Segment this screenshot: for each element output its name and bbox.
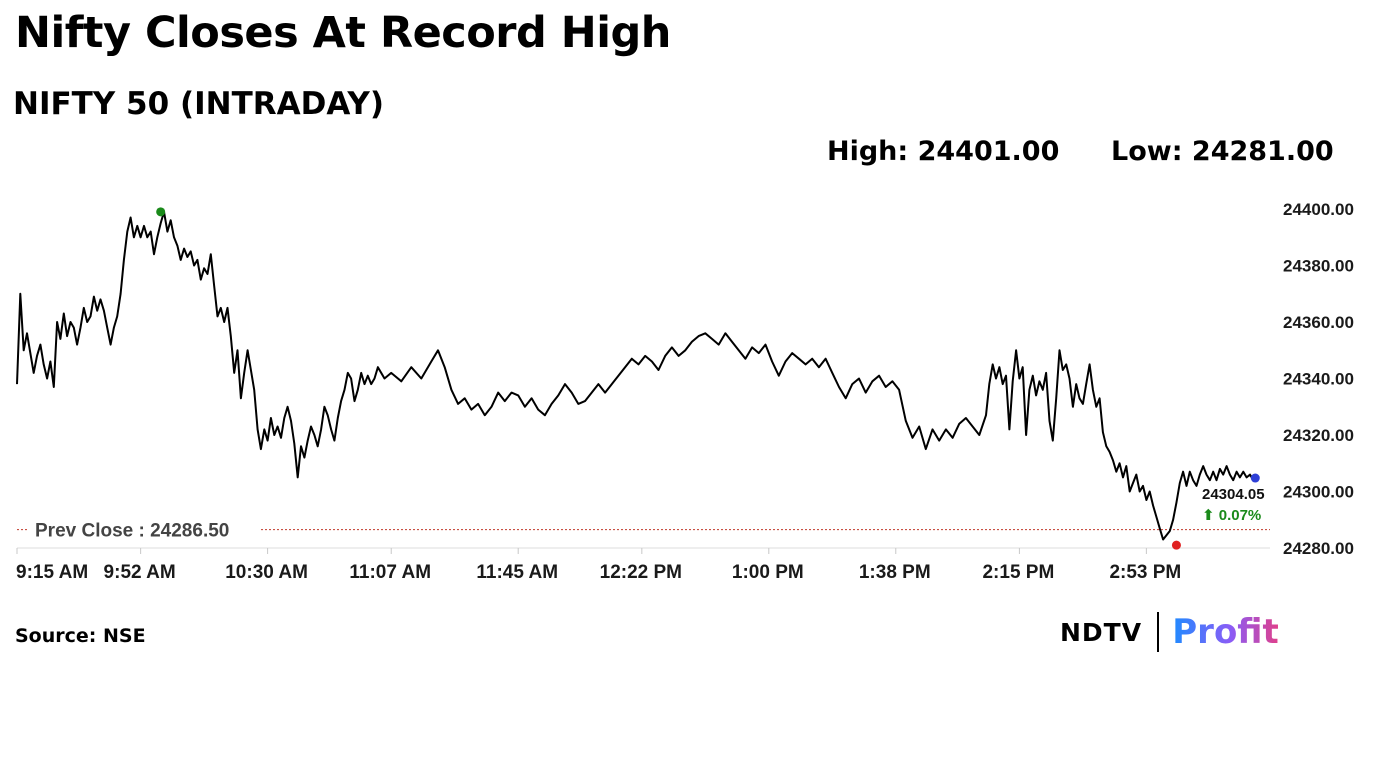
x-tick-label: 2:15 PM	[982, 562, 1054, 583]
x-tick-label: 11:45 AM	[476, 562, 558, 583]
y-tick-label: 24320.00	[1283, 426, 1354, 445]
x-tick-label: 9:15 AM	[16, 562, 88, 583]
y-tick-label: 24380.00	[1283, 257, 1354, 276]
x-tick-label: 1:00 PM	[732, 562, 804, 583]
y-tick-label: 24300.00	[1283, 483, 1354, 502]
prev-close-label: Prev Close : 24286.50	[35, 521, 229, 542]
x-tick-label: 2:53 PM	[1109, 562, 1181, 583]
last-price-label: 24304.05	[1202, 486, 1265, 503]
last-price-marker	[1250, 473, 1260, 483]
x-tick-label: 11:07 AM	[349, 562, 431, 583]
x-tick-label: 12:22 PM	[600, 562, 682, 583]
x-tick-label: 1:38 PM	[859, 562, 931, 583]
source-note: Source: NSE	[15, 625, 146, 647]
day-high-marker	[156, 207, 166, 217]
day-low-marker	[1171, 540, 1181, 550]
last-price-label-bg	[1199, 483, 1279, 526]
chart-lines-layer	[16, 207, 1270, 554]
intraday-line-chart: 9:15 AM 9:52 AM 10:30 AM 11:07 AM 11:45 AM 12…	[16, 200, 1354, 583]
logo-profit-text: Profit	[1172, 612, 1279, 652]
day-low-value: 24281.00	[1191, 136, 1334, 167]
change-percent-label: ⬆ 0.07%	[1202, 507, 1261, 524]
prev-close-label-bg	[29, 517, 261, 540]
day-low-label: Low:	[1111, 136, 1183, 167]
logo-ndtv-text: NDTV	[1060, 617, 1143, 647]
chart-subtitle: NIFTY 50 (INTRADAY)	[13, 86, 385, 122]
nifty-price-line	[16, 210, 1255, 541]
page-title: Nifty Closes At Record High	[15, 8, 671, 58]
logo-divider	[1157, 612, 1160, 652]
y-tick-label: 24340.00	[1283, 370, 1354, 389]
x-tick-label: 9:52 AM	[104, 562, 176, 583]
day-high-value: 24401.00	[917, 136, 1060, 167]
day-low-stat: Low: 24281.00	[1111, 136, 1334, 167]
y-tick-label: 24360.00	[1283, 313, 1354, 332]
ndtv-profit-logo: NDTV Profit	[1060, 612, 1279, 656]
x-tick-label: 10:30 AM	[225, 562, 308, 583]
day-high-stat: High: 24401.00	[827, 136, 1059, 167]
day-high-label: High:	[827, 136, 909, 167]
y-tick-label: 24400.00	[1283, 200, 1354, 219]
chart-labels-layer: 9:15 AM 9:52 AM 10:30 AM 11:07 AM 11:45 AM 12…	[16, 200, 1354, 583]
y-tick-label: 24280.00	[1283, 539, 1354, 558]
